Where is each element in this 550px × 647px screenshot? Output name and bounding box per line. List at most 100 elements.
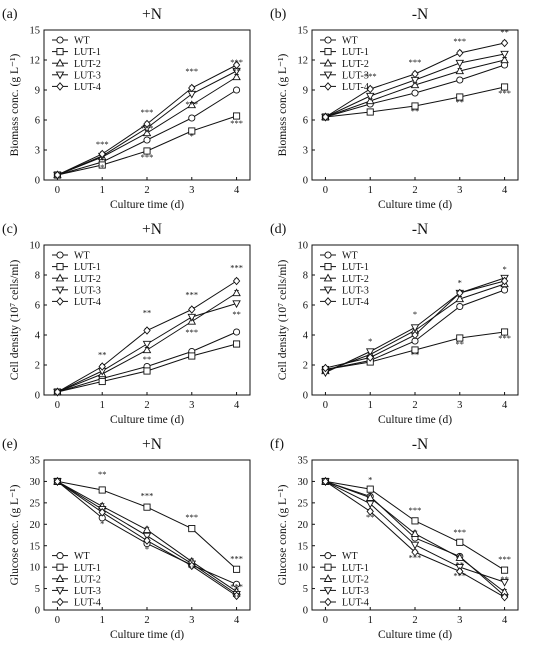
y-tick-label: 6 (303, 301, 308, 312)
data-point (456, 48, 464, 58)
significance-mark: *** (185, 290, 198, 300)
y-tick-label: 35 (298, 456, 309, 467)
legend-marker (323, 574, 333, 582)
series-lut-3 (321, 274, 509, 378)
legend-marker (324, 251, 332, 259)
panel-label: (b) (270, 7, 287, 22)
legend-label: LUT-1 (342, 47, 369, 58)
significance-mark: ** (232, 309, 241, 319)
legend-label: LUT-4 (74, 598, 101, 609)
data-point (143, 136, 151, 144)
x-tick-label: 0 (55, 400, 60, 411)
legend-marker (323, 587, 333, 596)
x-tick-label: 2 (144, 185, 149, 196)
panel-label: (d) (270, 222, 287, 237)
series-lut-4 (321, 477, 509, 602)
data-point (143, 326, 151, 335)
y-tick-label: 3 (303, 146, 308, 157)
series-lut-4 (53, 477, 241, 601)
x-tick-label: 2 (412, 185, 417, 196)
significance-mark: *** (96, 139, 109, 149)
panel-c: 0 1 2 3 4 0 2 4 6 8 10 Culture time (d) Cell density… (2, 221, 251, 426)
x-tick-label: 1 (368, 615, 373, 626)
legend-label: LUT-4 (74, 297, 101, 308)
x-tick-label: 1 (100, 400, 105, 411)
y-tick-label: 8 (35, 271, 40, 282)
x-tick-label: 1 (100, 615, 105, 626)
data-point (500, 38, 509, 48)
data-point (53, 387, 62, 397)
panel-d: 0 1 2 3 4 0 2 4 6 8 10 Culture time (d) Cell density… (270, 221, 519, 426)
y-tick-label: 10 (298, 563, 309, 574)
significance-mark: * (502, 264, 506, 274)
data-point (456, 538, 464, 546)
x-axis-label: Culture time (d) (110, 199, 184, 211)
data-point (232, 288, 241, 297)
significance-mark: *** (230, 581, 243, 591)
data-point (410, 541, 420, 550)
data-point (188, 525, 196, 533)
significance-mark: * (100, 518, 104, 528)
x-tick-label: 4 (502, 400, 508, 411)
series-lut-2 (321, 476, 509, 596)
legend-label: LUT-3 (342, 586, 369, 597)
significance-mark: ** (500, 574, 509, 584)
data-point (98, 362, 106, 371)
data-point (456, 288, 464, 298)
legend-label: LUT-4 (342, 82, 369, 93)
y-tick-label: 5 (35, 584, 40, 595)
legend-label: WT (74, 251, 90, 262)
data-point (232, 591, 241, 601)
legend-marker (55, 587, 65, 596)
data-point (365, 493, 375, 501)
series-lut-4 (53, 60, 241, 180)
y-tick-label: 0 (35, 391, 40, 402)
data-point (321, 477, 330, 486)
panel-label: (a) (2, 7, 18, 22)
data-point (500, 592, 509, 602)
data-point (98, 507, 106, 517)
legend-marker (56, 36, 64, 44)
data-point (456, 334, 464, 342)
legend-label: LUT-2 (342, 59, 369, 70)
data-point (232, 60, 241, 70)
data-point (143, 147, 151, 155)
data-point (233, 86, 241, 94)
data-point (456, 567, 464, 576)
data-point (188, 561, 196, 571)
y-tick-label: 5 (303, 584, 308, 595)
series-lut-4 (321, 38, 509, 122)
significance-mark: *** (364, 71, 377, 81)
data-point (500, 50, 509, 59)
y-axis-label: Biomass conc. (g L⁻¹) (277, 53, 289, 156)
y-tick-label: 3 (35, 146, 40, 157)
y-tick-label: 30 (298, 477, 309, 488)
data-point (143, 536, 151, 545)
data-point (187, 313, 197, 322)
y-tick-label: 6 (35, 116, 40, 127)
significance-mark: * (458, 278, 462, 288)
y-tick-label: 4 (303, 331, 309, 342)
data-point (501, 83, 509, 91)
legend-marker (55, 58, 65, 67)
y-tick-label: 25 (298, 498, 309, 509)
legend-label: LUT-2 (74, 574, 101, 585)
data-point (410, 529, 420, 537)
series-lut-1 (53, 477, 241, 573)
series-lut-4 (321, 276, 509, 373)
significance-mark: *** (409, 553, 422, 563)
data-point (232, 276, 241, 286)
legend-label: WT (342, 36, 358, 47)
y-axis-label: Glucose conc. (g L⁻¹) (9, 484, 21, 585)
significance-mark: *** (409, 505, 422, 515)
y-tick-label: 10 (30, 241, 41, 252)
x-axis-label: Culture time (d) (378, 199, 452, 211)
legend-marker (55, 71, 65, 80)
y-tick-label: 0 (303, 606, 308, 617)
data-point (365, 92, 375, 101)
y-tick-label: 9 (303, 86, 308, 97)
data-point (501, 328, 509, 336)
